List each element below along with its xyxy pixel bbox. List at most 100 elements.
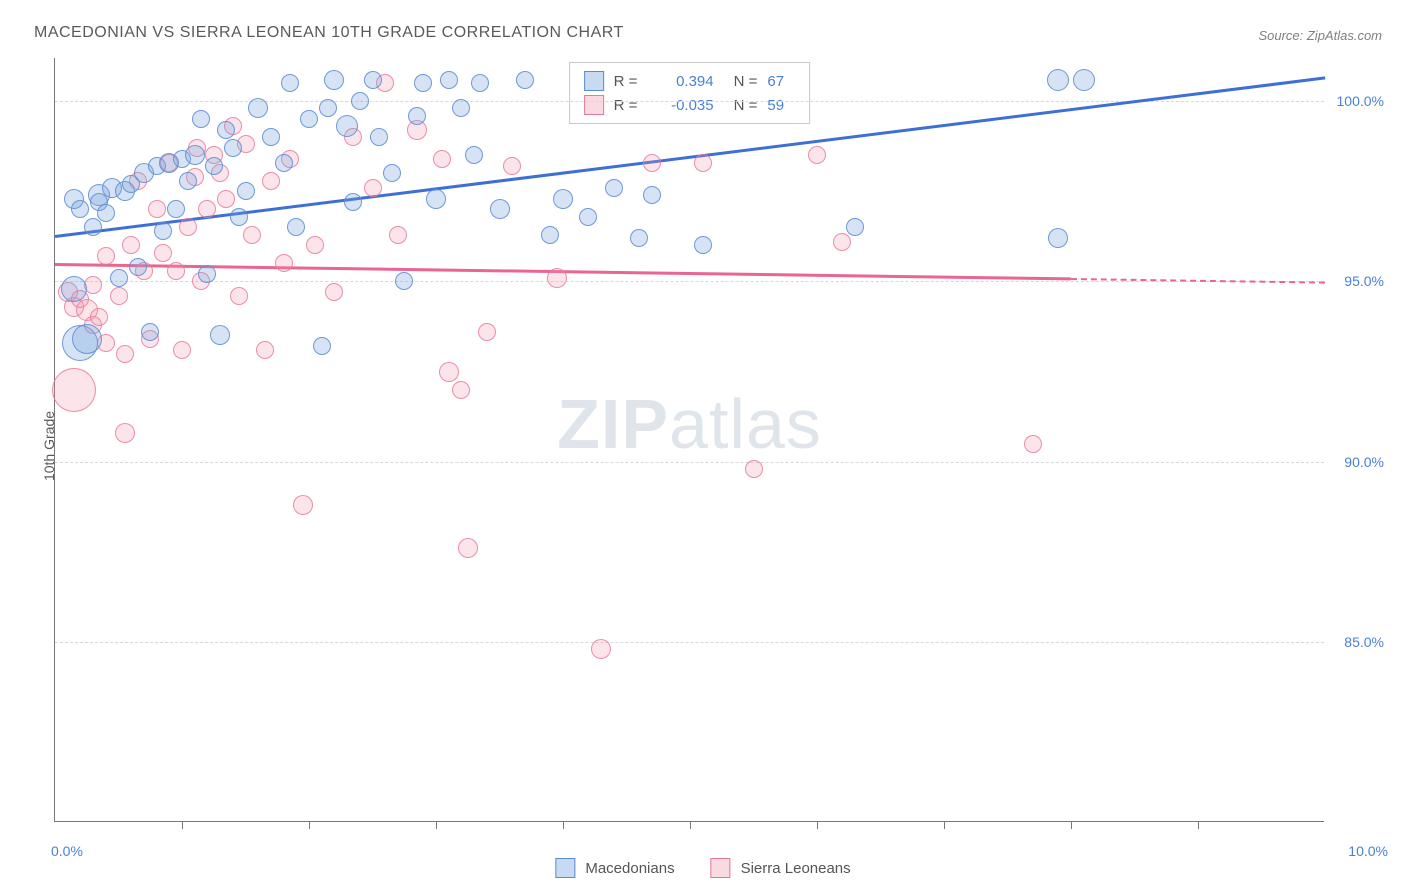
data-point xyxy=(324,70,344,90)
chart-title: MACEDONIAN VS SIERRA LEONEAN 10TH GRADE … xyxy=(34,24,624,42)
data-point xyxy=(287,218,305,236)
x-tick xyxy=(690,821,691,829)
data-point xyxy=(179,218,197,236)
data-point xyxy=(452,381,470,399)
data-point xyxy=(262,128,280,146)
data-point xyxy=(90,308,108,326)
data-point xyxy=(846,218,864,236)
data-point xyxy=(833,233,851,251)
data-point xyxy=(408,107,426,125)
data-point xyxy=(224,139,242,157)
data-point xyxy=(426,189,446,209)
data-point xyxy=(643,186,661,204)
data-point xyxy=(192,110,210,128)
x-tick xyxy=(944,821,945,829)
data-point xyxy=(383,164,401,182)
data-point xyxy=(148,200,166,218)
data-point xyxy=(319,99,337,117)
swatch-blue-icon xyxy=(584,71,604,91)
data-point xyxy=(389,226,407,244)
data-point xyxy=(605,179,623,197)
data-point xyxy=(110,269,128,287)
data-point xyxy=(84,218,102,236)
data-point xyxy=(351,92,369,110)
y-tick-label: 100.0% xyxy=(1329,93,1384,109)
data-point xyxy=(71,200,89,218)
data-point xyxy=(452,99,470,117)
source-attribution: Source: ZipAtlas.com xyxy=(1258,28,1382,43)
data-point xyxy=(1048,228,1068,248)
watermark-bold: ZIP xyxy=(557,385,669,463)
data-point xyxy=(185,145,205,165)
data-point xyxy=(325,283,343,301)
data-point xyxy=(256,341,274,359)
data-point xyxy=(547,268,567,288)
x-min-label: 0.0% xyxy=(51,843,83,859)
data-point xyxy=(52,368,96,412)
data-point xyxy=(167,200,185,218)
data-point xyxy=(275,154,293,172)
data-point xyxy=(643,154,661,172)
data-point xyxy=(458,538,478,558)
data-point xyxy=(503,157,521,175)
data-point xyxy=(808,146,826,164)
data-point xyxy=(1073,69,1095,91)
x-tick xyxy=(309,821,310,829)
correlation-legend: R = 0.394 N = 67 R = -0.035 N = 59 xyxy=(569,62,811,124)
legend-n-value-blue: 67 xyxy=(767,73,795,90)
data-point xyxy=(97,247,115,265)
data-point xyxy=(344,193,362,211)
data-point xyxy=(579,208,597,226)
x-tick xyxy=(563,821,564,829)
legend-r-label: R = xyxy=(614,97,648,114)
x-tick xyxy=(1071,821,1072,829)
data-point xyxy=(439,362,459,382)
legend-row-pink: R = -0.035 N = 59 xyxy=(584,93,796,117)
data-point xyxy=(370,128,388,146)
data-point xyxy=(275,254,293,272)
data-point xyxy=(293,495,313,515)
data-point xyxy=(364,71,382,89)
data-point xyxy=(248,98,268,118)
data-point xyxy=(490,199,510,219)
data-point xyxy=(395,272,413,290)
data-point xyxy=(217,121,235,139)
data-point xyxy=(129,258,147,276)
data-point xyxy=(61,276,87,302)
data-point xyxy=(630,229,648,247)
y-tick-label: 90.0% xyxy=(1329,454,1384,470)
swatch-pink-icon xyxy=(711,858,731,878)
data-point xyxy=(306,236,324,254)
gridline xyxy=(55,462,1324,463)
data-point xyxy=(313,337,331,355)
data-point xyxy=(1047,69,1069,91)
data-point xyxy=(116,345,134,363)
legend-r-label: R = xyxy=(614,73,648,90)
legend-n-label: N = xyxy=(734,73,758,90)
y-tick-label: 85.0% xyxy=(1329,634,1384,650)
data-point xyxy=(122,236,140,254)
plot-area: ZIPatlas R = 0.394 N = 67 R = -0.035 N =… xyxy=(54,58,1324,822)
legend-row-blue: R = 0.394 N = 67 xyxy=(584,69,796,93)
data-point xyxy=(115,423,135,443)
x-tick xyxy=(436,821,437,829)
data-point xyxy=(478,323,496,341)
x-tick xyxy=(817,821,818,829)
data-point xyxy=(205,157,223,175)
legend-n-value-pink: 59 xyxy=(767,97,795,114)
data-point xyxy=(262,172,280,190)
data-point xyxy=(433,150,451,168)
data-point xyxy=(237,182,255,200)
data-point xyxy=(72,324,102,354)
data-point xyxy=(1024,435,1042,453)
data-point xyxy=(198,265,216,283)
legend-n-label: N = xyxy=(734,97,758,114)
legend-label: Sierra Leoneans xyxy=(741,860,851,877)
gridline xyxy=(55,281,1324,282)
x-max-label: 10.0% xyxy=(1348,843,1388,859)
data-point xyxy=(217,190,235,208)
data-point xyxy=(300,110,318,128)
legend-label: Macedonians xyxy=(585,860,674,877)
x-tick xyxy=(182,821,183,829)
data-point xyxy=(281,74,299,92)
